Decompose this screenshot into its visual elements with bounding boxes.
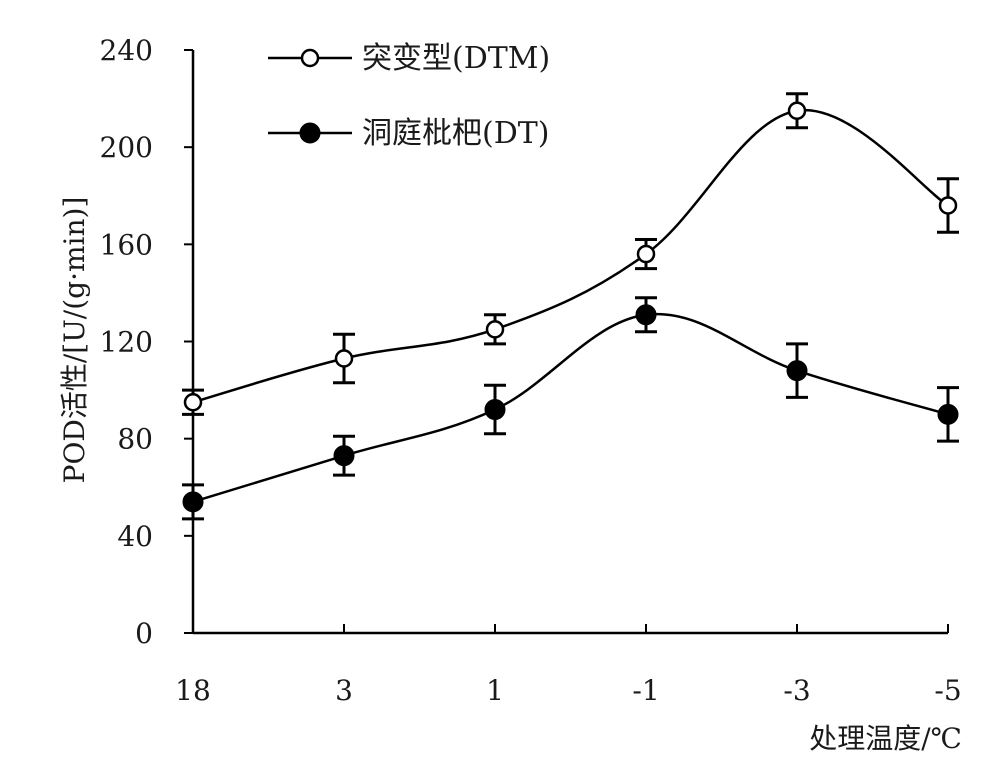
y-tick-label: 0 (135, 617, 153, 650)
data-point (786, 360, 808, 382)
y-tick-label: 40 (117, 520, 153, 553)
legend-label: 洞庭枇杷(DT) (362, 116, 549, 151)
legend-marker (300, 48, 320, 68)
x-tick-label: 1 (486, 674, 504, 707)
data-point (636, 244, 656, 264)
x-tick-label: 3 (335, 674, 353, 707)
legend: 突变型(DTM) 洞庭枇杷(DT) (268, 41, 550, 151)
y-tick-label: 240 (100, 34, 153, 67)
x-axis-title: 处理温度/℃ (809, 722, 962, 755)
data-point (938, 196, 958, 215)
legend-marker (299, 122, 321, 144)
data-point (183, 392, 203, 412)
data-point (333, 445, 355, 467)
x-tick-label: -3 (783, 674, 810, 707)
data-point (334, 349, 354, 368)
data-point (937, 403, 959, 425)
y-tick-label: 200 (100, 131, 153, 164)
legend-label: 突变型(DTM) (362, 41, 550, 76)
y-axis-title: POD活性/[U/(g·min)] (58, 197, 91, 484)
series-2 (182, 296, 959, 521)
data-point (485, 320, 505, 339)
series-line (192, 312, 949, 504)
y-tick-label: 120 (100, 326, 153, 359)
data-point (635, 304, 657, 326)
data-point (787, 101, 807, 120)
series-line (192, 108, 949, 404)
y-tick-label: 160 (100, 228, 153, 261)
y-tick-label: 80 (117, 423, 153, 456)
series-group (182, 92, 959, 521)
tick-group: 0 40 80 120 160 200 240 18 3 1 -1 -3 -5 (100, 34, 962, 707)
data-point (182, 491, 204, 513)
data-point (484, 399, 506, 421)
x-tick-label: -1 (632, 674, 659, 707)
series-1 (182, 92, 959, 416)
x-tick-label: 18 (175, 674, 211, 707)
x-tick-label: -5 (934, 674, 961, 707)
